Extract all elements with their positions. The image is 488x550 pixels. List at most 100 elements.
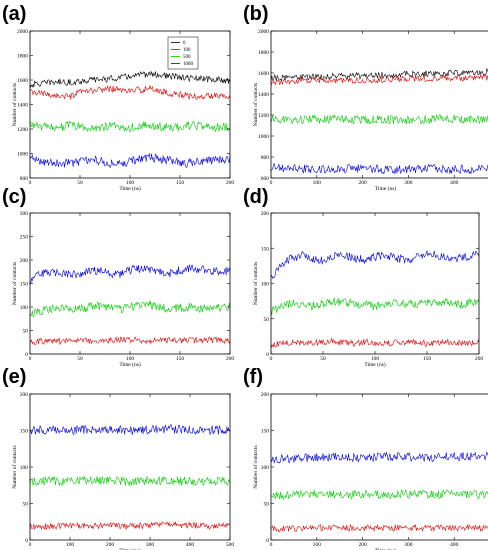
series-line-1000 — [29, 424, 231, 435]
plot-frame — [270, 30, 488, 179]
series-line-1000 — [29, 153, 231, 168]
x-tick-label: 200 — [106, 542, 115, 548]
panel-label: (a) — [2, 3, 26, 25]
x-tick-label: 100 — [66, 542, 75, 548]
y-tick-label: 150 — [261, 429, 270, 435]
y-tick-label: 50 — [264, 502, 270, 508]
plot-frame — [270, 212, 480, 355]
y-axis-label: Number of contacts — [252, 445, 259, 488]
y-tick-label: 100 — [261, 282, 270, 288]
y-tick-label: 1400 — [17, 103, 28, 109]
y-tick-label: 50 — [23, 502, 29, 508]
y-tick-label: 50 — [264, 317, 270, 323]
x-tick-label: 200 — [358, 180, 367, 186]
y-tick-label: 1000 — [258, 134, 269, 140]
y-tick-label: 1200 — [17, 127, 28, 133]
legend-entry-100: 100 — [183, 48, 191, 53]
x-tick-label: 500 — [226, 542, 235, 548]
chart-panel-1: (a)0 50 100 150 2008001000120014001600180020… — [2, 3, 234, 192]
y-tick-label: 1000 — [17, 152, 28, 158]
panel-label: (e) — [2, 366, 26, 388]
y-tick-label: 600 — [261, 176, 270, 182]
y-tick-label: 2000 — [17, 29, 28, 35]
legend: 0 100 500 1000 — [167, 36, 199, 70]
chart-panel-3: (c) 0 50 100 150 200 0 50 100 150 200 250 300 Time (n… — [2, 186, 234, 368]
series-line-500 — [29, 120, 231, 133]
x-tick-label: 400 — [186, 542, 195, 548]
series-line-100 — [270, 523, 488, 533]
series-line-500 — [29, 475, 231, 487]
y-tick-label: 2000 — [258, 29, 269, 35]
x-tick-label: 0 — [270, 542, 273, 548]
y-tick-label: 200 — [20, 258, 29, 264]
x-tick-label: 50 — [320, 356, 326, 362]
series-line-100 — [29, 85, 231, 100]
x-tick-label: 0 — [29, 356, 32, 362]
y-tick-label: 1600 — [17, 78, 28, 84]
chart-panel-4: (d) 0 50 100 150 200 0 50 100 150 200 Time (ns) Numb… — [243, 186, 483, 368]
x-tick-label: 100 — [313, 180, 322, 186]
chart-panel-2: (b)0100200300400500600800100012001400160… — [243, 3, 488, 192]
x-tick-label: 150 — [176, 180, 185, 186]
x-tick-label: 100 — [126, 180, 135, 186]
x-tick-label: 100 — [126, 356, 135, 362]
y-axis-label: Number of contacts — [252, 262, 259, 305]
y-tick-label: 250 — [20, 235, 29, 241]
series-line-1000 — [29, 264, 231, 285]
x-tick-label: 400 — [450, 542, 459, 548]
panel-label: (c) — [2, 186, 26, 208]
y-tick-label: 0 — [25, 352, 28, 358]
y-axis-label: Number of contacts — [252, 83, 259, 126]
y-tick-label: 1400 — [258, 92, 269, 98]
chart-panel-6: (f)0100200300400500050100150200Time (ns)… — [243, 366, 488, 550]
x-tick-label: 100 — [371, 356, 380, 362]
series-line-500 — [29, 300, 231, 318]
series-line-100 — [270, 337, 480, 348]
y-tick-label: 1600 — [258, 71, 269, 77]
series-line-1000 — [270, 163, 488, 175]
y-tick-label: 1800 — [258, 50, 269, 56]
y-tick-label: 100 — [261, 465, 270, 471]
y-tick-label: 150 — [20, 429, 29, 435]
series-line-500 — [270, 297, 480, 315]
x-tick-label: 0 — [270, 356, 273, 362]
x-tick-label: 150 — [176, 356, 185, 362]
y-tick-label: 200 — [20, 392, 29, 398]
chart-panel-5: (e) 0 100 200 300 400 500 0 50 100 150 200 Time (ns)… — [2, 366, 234, 550]
x-axis-label: Time (ns) — [375, 547, 397, 550]
series-line-100 — [29, 336, 231, 346]
x-tick-label: 0 — [270, 180, 273, 186]
y-tick-label: 0 — [25, 538, 28, 544]
y-tick-label: 300 — [20, 211, 29, 217]
plot-frame — [29, 212, 231, 355]
x-tick-label: 200 — [358, 542, 367, 548]
x-tick-label: 150 — [423, 356, 432, 362]
x-tick-label: 300 — [404, 542, 413, 548]
y-tick-label: 150 — [261, 246, 270, 252]
series-line-500 — [270, 113, 488, 125]
x-tick-label: 0 — [29, 542, 32, 548]
x-axis-label: Time (ns) — [375, 185, 397, 192]
x-tick-label: 100 — [313, 542, 322, 548]
y-tick-label: 200 — [261, 211, 270, 217]
legend-entry-1000: 1000 — [183, 62, 194, 67]
plot-frame — [29, 30, 231, 179]
x-axis-label: Time (ns) — [119, 185, 141, 192]
y-tick-label: 0 — [266, 538, 269, 544]
series-line-100 — [29, 521, 231, 531]
y-tick-label: 100 — [20, 465, 29, 471]
panel-label: (f) — [243, 366, 263, 388]
panel-label: (b) — [243, 3, 269, 25]
x-tick-label: 200 — [226, 180, 235, 186]
x-tick-label: 400 — [450, 180, 459, 186]
series-line-1000 — [270, 250, 480, 280]
plot-frame — [29, 393, 231, 541]
series-line-0 — [270, 67, 488, 82]
series-line-1000 — [270, 451, 488, 464]
x-tick-label: 50 — [77, 180, 83, 186]
y-axis-label: Number of contacts — [11, 445, 18, 488]
y-tick-label: 1800 — [17, 54, 28, 60]
y-tick-label: 100 — [20, 305, 29, 311]
panel-label: (d) — [243, 186, 269, 208]
